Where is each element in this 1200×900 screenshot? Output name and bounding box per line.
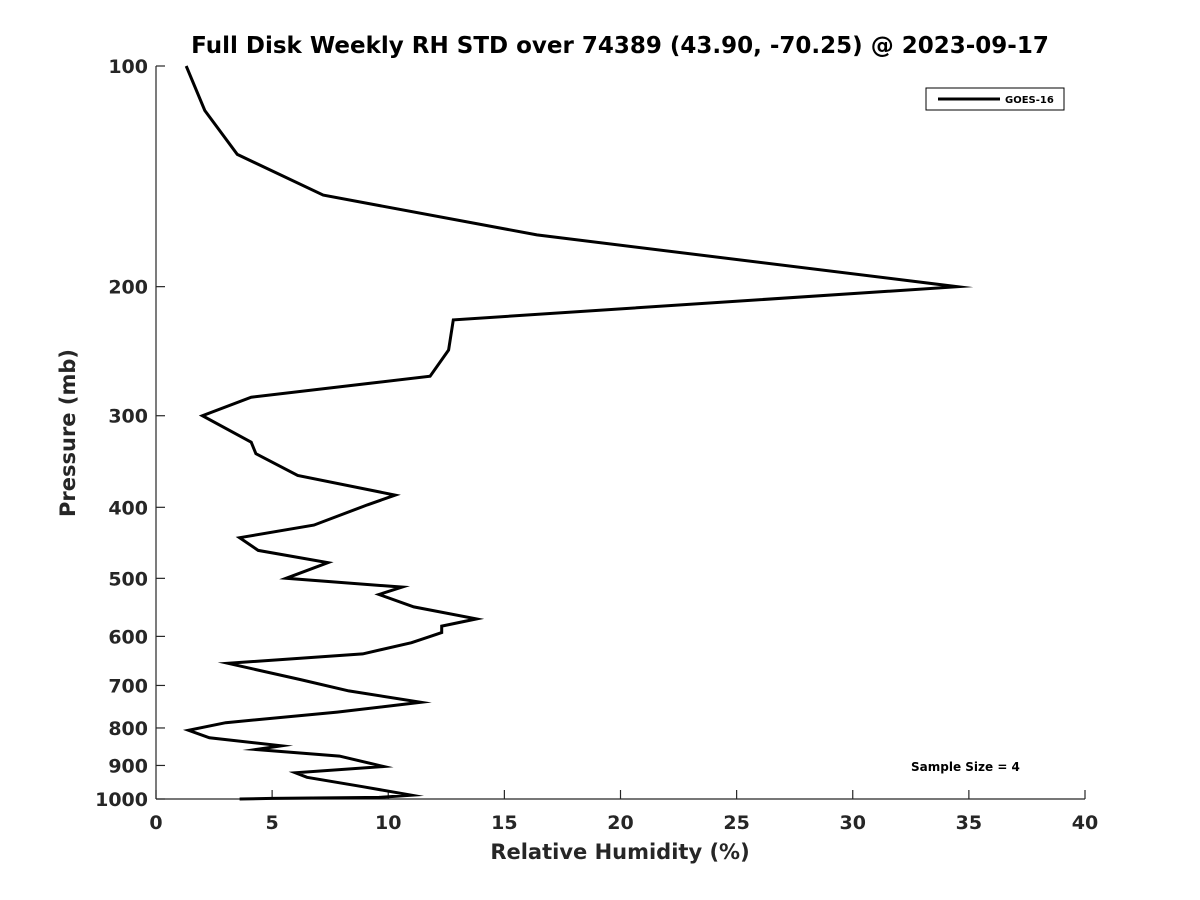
x-tick-label: 15 (491, 812, 517, 834)
y-tick-label: 500 (108, 568, 148, 590)
series-layer (182, 65, 974, 801)
y-tick-label: 900 (108, 755, 148, 777)
y-tick-label: 400 (108, 497, 148, 519)
series-line-goes-16 (182, 65, 974, 801)
legend-label-goes-16: GOES-16 (1005, 95, 1054, 106)
legend: GOES-16 (925, 87, 1065, 111)
x-tick-label: 35 (956, 812, 982, 834)
x-tick-label: 30 (840, 812, 866, 834)
y-tick-label: 100 (108, 56, 148, 78)
sample-size-annotation: Sample Size = 4 (911, 760, 1020, 774)
y-tick-label: 200 (108, 277, 148, 299)
y-tick-label: 300 (108, 406, 148, 428)
x-axis-label: Relative Humidity (%) (490, 840, 749, 864)
axes: 0 5 10 15 20 25 30 35 40 100 200 300 400 500 600 700 800… (95, 56, 1098, 834)
y-tick-label: 800 (108, 718, 148, 740)
x-tick-label: 0 (149, 812, 162, 834)
y-tick-label: 700 (108, 675, 148, 697)
x-tick-label: 20 (607, 812, 633, 834)
x-tick-label: 10 (375, 812, 401, 834)
y-tick-label: 600 (108, 626, 148, 648)
chart-title: Full Disk Weekly RH STD over 74389 (43.9… (191, 33, 1049, 59)
y-axis-label: Pressure (mb) (56, 349, 80, 517)
x-tick-label: 25 (723, 812, 749, 834)
x-tick-label: 40 (1072, 812, 1098, 834)
x-tick-label: 5 (266, 812, 279, 834)
y-tick-label: 1000 (95, 789, 148, 811)
